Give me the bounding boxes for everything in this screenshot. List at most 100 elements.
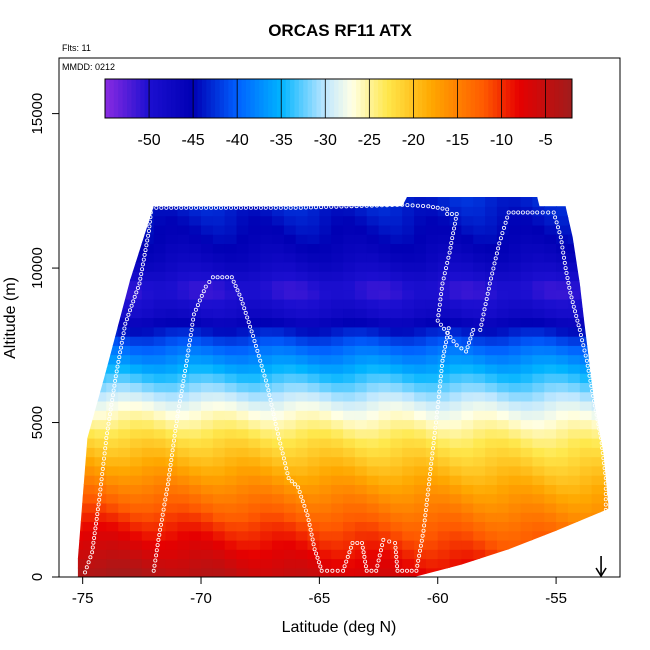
heatmap-cell: [461, 280, 474, 291]
heatmap-cell: [603, 447, 609, 458]
heatmap-cell: [248, 484, 261, 495]
heatmap-cell: [248, 308, 261, 319]
heatmap-cell: [449, 243, 462, 254]
heatmap-cell: [141, 308, 155, 319]
heatmap-cell: [532, 539, 545, 550]
heatmap-cell: [189, 512, 202, 522]
heatmap-cell: [579, 391, 593, 402]
flight-track-point: [170, 448, 175, 453]
heatmap-cell: [165, 354, 178, 365]
heatmap-cell: [260, 261, 273, 272]
heatmap-cell: [508, 456, 522, 467]
flight-track-point: [600, 450, 605, 455]
flight-track-point: [390, 202, 395, 207]
heatmap-cell: [331, 261, 344, 272]
colorbar-tick-label: -20: [402, 132, 425, 149]
heatmap-cell: [461, 363, 474, 374]
flight-track-point: [171, 443, 176, 448]
heatmap-cell: [272, 252, 285, 263]
heatmap-cell: [366, 382, 380, 393]
heatmap-cell: [248, 530, 261, 541]
colorbar-segment: [501, 79, 507, 118]
heatmap-cell: [153, 382, 167, 393]
heatmap-cell: [177, 234, 190, 244]
heatmap-cell: [366, 512, 380, 522]
heatmap-cell: [189, 382, 202, 393]
heatmap-cell: [366, 243, 380, 254]
heatmap-cell: [354, 558, 368, 569]
flight-track-point: [395, 568, 400, 573]
heatmap-cell: [295, 512, 309, 522]
heatmap-cell: [236, 438, 249, 448]
flight-track-point: [94, 521, 99, 526]
heatmap-cell: [449, 530, 462, 541]
flight-track-point: [311, 542, 316, 547]
heatmap-cell: [212, 252, 226, 263]
heatmap-cell: [236, 197, 249, 207]
heatmap-cell: [449, 308, 462, 319]
flight-track-point: [299, 494, 304, 499]
heatmap-cell: [260, 465, 273, 476]
heatmap-cell: [414, 345, 427, 356]
flight-track-point: [302, 503, 307, 508]
heatmap-cell: [591, 252, 604, 263]
heatmap-cell: [177, 317, 190, 328]
heatmap-cell: [236, 382, 249, 393]
flight-track-point: [573, 309, 578, 314]
heatmap-cell: [532, 345, 545, 356]
heatmap-cell: [567, 215, 581, 226]
heatmap-cell: [402, 475, 415, 485]
heatmap-cell: [532, 521, 545, 532]
heatmap-cell: [354, 326, 368, 337]
flight-track-point: [530, 210, 535, 215]
heatmap-cell: [473, 400, 486, 411]
heatmap-cell: [532, 391, 545, 402]
heatmap-cell: [319, 206, 332, 217]
heatmap-cell: [390, 539, 403, 550]
heatmap-cell: [390, 530, 403, 541]
heatmap-cell: [319, 456, 332, 467]
heatmap-cell: [331, 354, 344, 365]
heatmap-cell: [118, 345, 131, 356]
heatmap-cell: [532, 224, 545, 235]
heatmap-cell: [603, 261, 609, 272]
heatmap-cell: [414, 428, 427, 439]
heatmap-cell: [520, 475, 533, 485]
colorbar-segment: [285, 79, 291, 118]
heatmap-cell: [603, 280, 609, 291]
heatmap-cell: [437, 299, 451, 309]
heatmap-cell: [461, 567, 474, 577]
flight-track-point: [603, 491, 608, 496]
heatmap-cell: [82, 447, 96, 458]
heatmap-cell: [354, 308, 368, 319]
heatmap-cell: [283, 521, 297, 532]
flight-track-point: [258, 358, 263, 363]
y-tick-label: 10000: [29, 247, 46, 289]
heatmap-cell: [118, 280, 131, 291]
heatmap-cell: [165, 400, 178, 411]
heatmap-cell: [556, 354, 569, 365]
heatmap-cell: [544, 428, 557, 439]
heatmap-cell: [437, 373, 451, 383]
heatmap-cell: [295, 215, 309, 226]
heatmap-cell: [177, 493, 190, 504]
heatmap-cell: [295, 363, 309, 374]
heatmap-cell: [283, 197, 297, 198]
heatmap-cell: [141, 567, 155, 577]
flight-track-point: [218, 205, 223, 210]
flight-track-point: [426, 487, 431, 492]
heatmap-cell: [461, 493, 474, 504]
heatmap-cell: [165, 493, 178, 504]
flight-track-point: [349, 204, 354, 209]
heatmap-cell: [248, 326, 261, 337]
heatmap-cell: [248, 280, 261, 291]
heatmap-cell: [414, 280, 427, 291]
heatmap-cell: [520, 410, 533, 421]
heatmap-cell: [425, 261, 439, 272]
heatmap-cell: [508, 391, 522, 402]
heatmap-cell: [331, 410, 344, 421]
heatmap-cell: [153, 354, 167, 365]
heatmap-cell: [295, 224, 309, 235]
flight-track-point: [441, 326, 446, 331]
heatmap-cell: [272, 502, 285, 513]
